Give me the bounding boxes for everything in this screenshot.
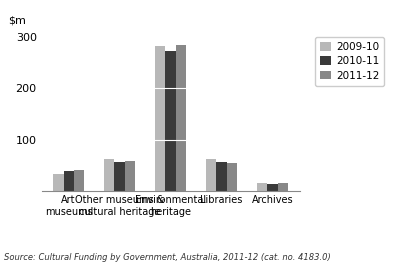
Bar bbox=[104, 159, 114, 191]
Bar bbox=[216, 162, 227, 191]
Bar bbox=[277, 183, 288, 191]
Text: $m: $m bbox=[8, 15, 26, 25]
Bar bbox=[155, 46, 166, 191]
Bar bbox=[257, 183, 267, 191]
Bar bbox=[125, 161, 135, 191]
Bar bbox=[74, 170, 84, 191]
Bar bbox=[227, 163, 237, 191]
Bar bbox=[64, 171, 74, 191]
Bar bbox=[206, 159, 216, 191]
Bar bbox=[53, 174, 64, 191]
Bar bbox=[166, 51, 176, 191]
Bar bbox=[176, 45, 186, 191]
Bar bbox=[267, 184, 277, 191]
Legend: 2009-10, 2010-11, 2011-12: 2009-10, 2010-11, 2011-12 bbox=[315, 37, 384, 86]
Text: Source: Cultural Funding by Government, Australia, 2011-12 (cat. no. 4183.0): Source: Cultural Funding by Government, … bbox=[4, 253, 331, 262]
Bar bbox=[114, 162, 125, 191]
